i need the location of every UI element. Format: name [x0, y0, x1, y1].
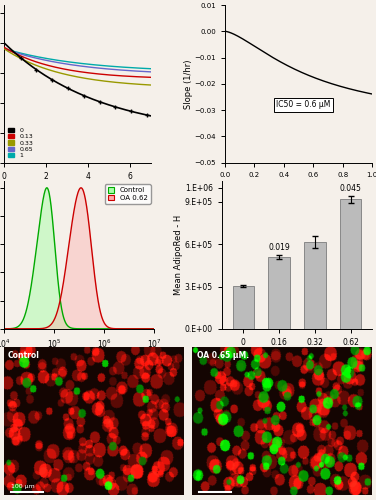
Text: Control: Control: [8, 350, 40, 360]
Y-axis label: Slope (1/hr): Slope (1/hr): [184, 59, 193, 108]
Bar: [233, 286, 254, 329]
Text: 0.045: 0.045: [340, 184, 362, 193]
Text: 100 μm: 100 μm: [11, 484, 34, 489]
X-axis label: AdipoRed - H: AdipoRed - H: [52, 356, 106, 365]
Legend: Control, OA 0.62: Control, OA 0.62: [105, 184, 151, 204]
Bar: [340, 199, 361, 329]
Legend: 0, 0.13, 0.33, 0.65, 1: 0, 0.13, 0.33, 0.65, 1: [7, 126, 35, 160]
Bar: [304, 242, 326, 329]
Bar: [268, 257, 290, 329]
X-axis label: Oleic acid (μM): Oleic acid (μM): [267, 183, 330, 192]
X-axis label: Time (h): Time (h): [60, 186, 95, 195]
Text: 0.019: 0.019: [268, 243, 290, 252]
Text: OA 0.65 μM.: OA 0.65 μM.: [197, 350, 249, 360]
Y-axis label: Mean AdipoRed - H: Mean AdipoRed - H: [174, 214, 183, 295]
Text: IC50 = 0.6 μM: IC50 = 0.6 μM: [276, 100, 331, 110]
